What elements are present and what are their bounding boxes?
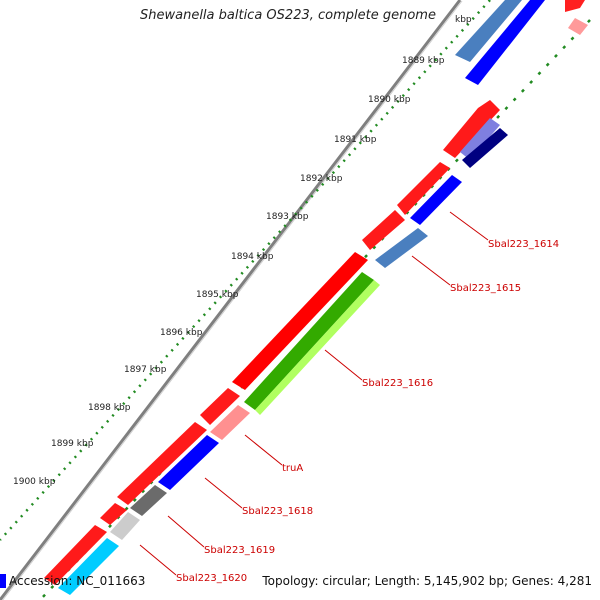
backbone-arc-inner — [2, 0, 463, 600]
gene-block[interactable] — [460, 118, 500, 160]
gene-block[interactable] — [462, 128, 508, 168]
tick-label: 1895 kbp — [196, 290, 239, 300]
gene-block[interactable] — [130, 485, 167, 516]
gene-block[interactable] — [210, 405, 250, 440]
gene-block[interactable] — [117, 422, 207, 505]
accession-text: Accession: NC_011663 — [9, 574, 146, 588]
gene-block[interactable] — [410, 175, 462, 225]
forward-track — [44, 0, 585, 585]
tick-label: kbp — [455, 15, 472, 25]
gene-block[interactable] — [362, 210, 405, 250]
gene-block[interactable] — [565, 0, 585, 12]
gene-label[interactable]: Sbal223_1615 — [450, 283, 521, 294]
tick-label: 1898 kbp — [88, 403, 131, 413]
gene-block[interactable] — [443, 100, 500, 158]
gene-label[interactable]: truA — [282, 463, 303, 474]
label-leaders — [139, 211, 489, 576]
gene-block[interactable] — [375, 228, 428, 268]
gene-label[interactable]: Sbal223_1619 — [204, 545, 275, 556]
gene-block[interactable] — [200, 388, 240, 425]
gene-label[interactable]: Sbal223_1614 — [488, 239, 559, 250]
tick-label: 1899 kbp — [51, 439, 94, 449]
gene-block[interactable] — [244, 272, 374, 410]
gene-block[interactable] — [58, 538, 119, 595]
gene-label[interactable]: Sbal223_1618 — [242, 506, 313, 517]
accession-legend: Accession: NC_011663 — [0, 574, 145, 588]
gene-block[interactable] — [110, 512, 140, 540]
gene-block[interactable] — [100, 503, 127, 525]
tick-label: 1889 kbp — [402, 56, 445, 66]
gene-labels: Sbal223_1614 Sbal223_1615 Sbal223_1616 t… — [176, 239, 559, 584]
tick-label: 1894 kbp — [231, 252, 274, 262]
backbone-arc — [0, 0, 462, 600]
gene-block[interactable] — [455, 0, 522, 62]
gene-block[interactable] — [255, 280, 380, 415]
tick-label: 1897 kbp — [124, 365, 167, 375]
gene-block[interactable] — [465, 0, 545, 85]
tick-label: 1900 kbp — [13, 477, 56, 487]
tick-label: 1890 kbp — [368, 95, 411, 105]
genome-summary: Topology: circular; Length: 5,145,902 bp… — [262, 574, 592, 588]
map-title: Shewanella baltica OS223, complete genom… — [140, 8, 436, 23]
gene-block[interactable] — [44, 525, 107, 585]
inner-tick-ruler — [39, 19, 591, 600]
tick-label: 1891 kbp — [334, 135, 377, 145]
tick-ruler — [0, 0, 491, 541]
reverse-track — [58, 0, 588, 595]
gene-block[interactable] — [568, 18, 588, 35]
accession-swatch — [0, 574, 6, 588]
gene-label[interactable]: Sbal223_1616 — [362, 378, 433, 389]
tick-label: 1892 kbp — [300, 174, 343, 184]
gene-block[interactable] — [158, 435, 219, 490]
tick-label: 1896 kbp — [160, 328, 203, 338]
tick-label: 1893 kbp — [266, 212, 309, 222]
gene-label[interactable]: Sbal223_1620 — [176, 573, 247, 584]
gene-block[interactable] — [232, 252, 368, 390]
tick-labels: kbp 1889 kbp 1890 kbp 1891 kbp 1892 kbp … — [13, 15, 472, 487]
gene-block[interactable] — [397, 162, 450, 215]
